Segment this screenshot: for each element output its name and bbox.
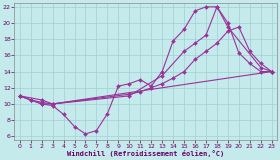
X-axis label: Windchill (Refroidissement éolien,°C): Windchill (Refroidissement éolien,°C) [67, 150, 224, 157]
